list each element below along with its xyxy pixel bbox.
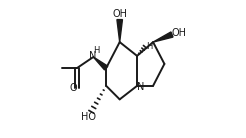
Polygon shape xyxy=(117,20,123,42)
Text: H: H xyxy=(93,46,99,55)
Text: HO: HO xyxy=(81,112,96,122)
Text: OH: OH xyxy=(112,9,127,19)
Text: N: N xyxy=(137,82,144,92)
Text: O: O xyxy=(69,83,77,93)
Polygon shape xyxy=(93,57,108,70)
Polygon shape xyxy=(153,32,173,42)
Text: OH: OH xyxy=(171,28,186,38)
Text: N: N xyxy=(89,51,96,61)
Text: H: H xyxy=(146,42,152,51)
